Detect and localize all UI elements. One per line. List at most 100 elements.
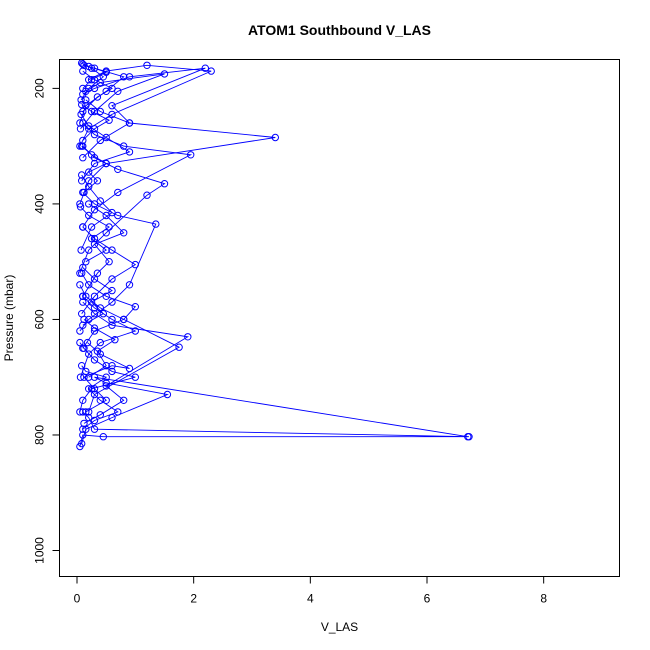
data-point bbox=[131, 303, 140, 311]
data-point bbox=[85, 373, 93, 381]
data-point bbox=[99, 433, 108, 441]
series-line bbox=[81, 104, 111, 141]
data-point bbox=[79, 136, 87, 145]
data-point bbox=[90, 206, 99, 214]
data-point bbox=[79, 396, 87, 404]
data-point bbox=[114, 211, 122, 220]
series-line bbox=[82, 122, 193, 228]
data-point bbox=[125, 119, 134, 127]
data-point bbox=[105, 116, 113, 124]
data-point bbox=[102, 246, 110, 254]
data-point bbox=[76, 338, 84, 347]
series-4 bbox=[79, 298, 192, 428]
series-line bbox=[80, 206, 110, 263]
data-point bbox=[77, 246, 85, 254]
series-28 bbox=[78, 100, 113, 145]
data-point bbox=[90, 292, 99, 300]
data-point bbox=[102, 87, 110, 96]
data-point bbox=[102, 159, 110, 168]
data-point bbox=[90, 130, 99, 139]
data-point bbox=[90, 200, 99, 208]
data-point bbox=[85, 246, 93, 254]
data-point bbox=[102, 373, 110, 381]
data-point bbox=[90, 390, 99, 399]
data-point bbox=[79, 154, 87, 162]
x-axis: 0 2 4 6 8 bbox=[74, 576, 547, 606]
data-point bbox=[120, 396, 128, 404]
data-point bbox=[108, 367, 116, 376]
data-point bbox=[90, 159, 99, 168]
data-point bbox=[93, 93, 102, 101]
data-point bbox=[78, 177, 86, 185]
x-axis-label: V_LAS bbox=[321, 620, 358, 634]
data-point bbox=[105, 258, 113, 266]
data-point bbox=[108, 246, 116, 254]
data-point bbox=[79, 84, 87, 93]
data-point bbox=[79, 321, 87, 329]
data-point bbox=[175, 343, 183, 351]
series-line bbox=[81, 376, 468, 444]
data-point bbox=[125, 73, 134, 81]
data-point bbox=[85, 211, 93, 220]
data-point bbox=[102, 362, 110, 370]
data-point bbox=[125, 281, 134, 289]
data-point bbox=[108, 315, 116, 324]
y-tick-label: 600 bbox=[33, 309, 47, 329]
data-point bbox=[82, 408, 90, 416]
series-14 bbox=[76, 96, 279, 208]
data-point bbox=[120, 73, 128, 81]
data-point bbox=[160, 180, 169, 188]
data-point bbox=[102, 211, 110, 220]
data-point bbox=[131, 327, 140, 335]
data-point bbox=[76, 203, 85, 211]
data-traces bbox=[76, 59, 473, 451]
data-point bbox=[87, 107, 96, 116]
data-point bbox=[96, 107, 105, 116]
series-8 bbox=[76, 188, 160, 335]
data-point bbox=[78, 142, 86, 150]
data-point bbox=[87, 234, 96, 243]
data-point bbox=[207, 67, 215, 75]
x-tick-label: 4 bbox=[307, 592, 314, 606]
data-point bbox=[120, 229, 128, 237]
series-line bbox=[79, 411, 470, 447]
y-axis: 200 400 600 800 1000 bbox=[33, 78, 60, 564]
y-tick-label: 200 bbox=[33, 78, 47, 98]
data-point bbox=[120, 315, 128, 324]
data-point bbox=[76, 200, 84, 208]
data-point bbox=[114, 165, 122, 174]
data-point bbox=[90, 275, 99, 283]
x-tick-label: 6 bbox=[424, 592, 431, 606]
data-point bbox=[131, 373, 140, 381]
series-26 bbox=[76, 203, 113, 266]
data-point bbox=[90, 385, 99, 393]
data-point bbox=[76, 119, 84, 127]
data-point bbox=[163, 390, 172, 399]
series-line bbox=[80, 295, 137, 378]
data-point bbox=[143, 191, 151, 199]
data-point bbox=[90, 324, 99, 332]
data-point bbox=[90, 425, 99, 433]
data-point bbox=[85, 408, 93, 416]
data-point bbox=[85, 350, 93, 358]
data-point bbox=[79, 263, 87, 272]
data-point bbox=[93, 177, 102, 185]
y-tick-label: 400 bbox=[33, 194, 47, 214]
data-point bbox=[83, 338, 92, 347]
series-line bbox=[79, 64, 212, 147]
data-point bbox=[87, 223, 96, 231]
data-point bbox=[76, 408, 84, 416]
data-point bbox=[85, 62, 93, 71]
data-point bbox=[93, 347, 102, 355]
data-point bbox=[96, 338, 105, 347]
data-point bbox=[96, 136, 105, 145]
plot-frame bbox=[59, 59, 620, 577]
data-point bbox=[76, 269, 84, 277]
series-line bbox=[81, 226, 137, 314]
data-point bbox=[152, 220, 160, 228]
data-point bbox=[85, 315, 93, 324]
data-point bbox=[464, 433, 472, 441]
data-point bbox=[131, 260, 140, 269]
data-point bbox=[85, 177, 93, 185]
series-22 bbox=[78, 59, 110, 93]
